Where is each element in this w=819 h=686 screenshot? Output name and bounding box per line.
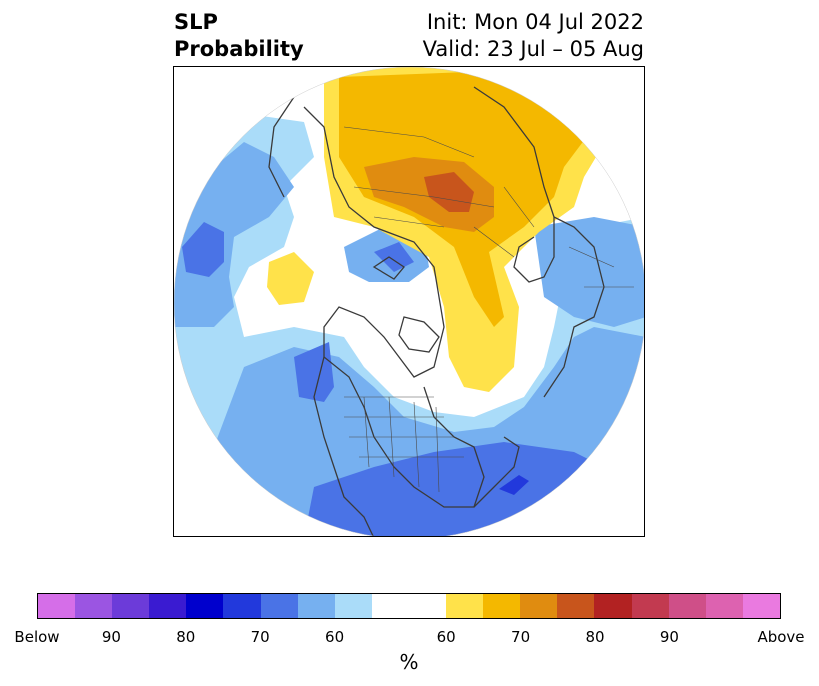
political-borders: [343, 126, 634, 493]
colorbar-segment: [705, 594, 743, 618]
colorbar-tick-label: 70: [250, 628, 270, 646]
below-70-arctic: [374, 242, 414, 272]
colorbar-segment: [297, 594, 335, 618]
colorbar-tick-label: Above: [757, 628, 805, 646]
colorbar-segment: [742, 594, 780, 618]
colorbar: [37, 593, 781, 619]
colorbar-segment: [223, 594, 261, 618]
colorbar-segment: [668, 594, 706, 618]
colorbar-segment: [557, 594, 595, 618]
colorbar-tick-label: 90: [659, 628, 679, 646]
colorbar-unit-label: %: [399, 650, 419, 674]
colorbar-segment: [260, 594, 298, 618]
below-75-atlantic: [499, 475, 529, 495]
colorbar-segment: [631, 594, 669, 618]
above-75-asia: [424, 172, 474, 212]
colorbar-segment: [483, 594, 521, 618]
map-panel: [173, 66, 645, 537]
title-right: Init: Mon 04 Jul 2022 Valid: 23 Jul – 05…: [423, 9, 644, 63]
colorbar-segment: [371, 594, 447, 618]
colorbar-tick-label: 60: [436, 628, 456, 646]
colorbar-tick-labels: Below 90 80 70 60 60 70 80 90 Above: [0, 628, 819, 648]
colorbar-segment: [38, 594, 76, 618]
colorbar-segment: [446, 594, 484, 618]
colorbar-tick-label: 80: [176, 628, 196, 646]
title-variable: SLP: [174, 10, 218, 34]
colorbar-tick-label: 70: [511, 628, 531, 646]
below-70-pacific: [182, 222, 224, 277]
colorbar-tick-label: 80: [585, 628, 605, 646]
colorbar-segment: [334, 594, 372, 618]
colorbar-segment: [75, 594, 113, 618]
colorbar-tick-label: 90: [101, 628, 121, 646]
colorbar-tick-label: Below: [14, 628, 60, 646]
probability-map: [174, 67, 644, 536]
colorbar-segment: [186, 594, 224, 618]
colorbar-tick-label: 60: [325, 628, 345, 646]
coastlines: [268, 86, 605, 536]
valid-range: Valid: 23 Jul – 05 Aug: [422, 37, 644, 61]
title-metric: Probability: [174, 37, 304, 61]
colorbar-segment: [112, 594, 150, 618]
below-65-europe: [534, 217, 644, 327]
colorbar-segment: [594, 594, 632, 618]
above-60-pacific: [267, 252, 314, 305]
colorbar-segment: [149, 594, 187, 618]
colorbar-segment: [520, 594, 558, 618]
title-left: SLP Probability: [174, 9, 304, 63]
init-date: Init: Mon 04 Jul 2022: [426, 10, 644, 34]
